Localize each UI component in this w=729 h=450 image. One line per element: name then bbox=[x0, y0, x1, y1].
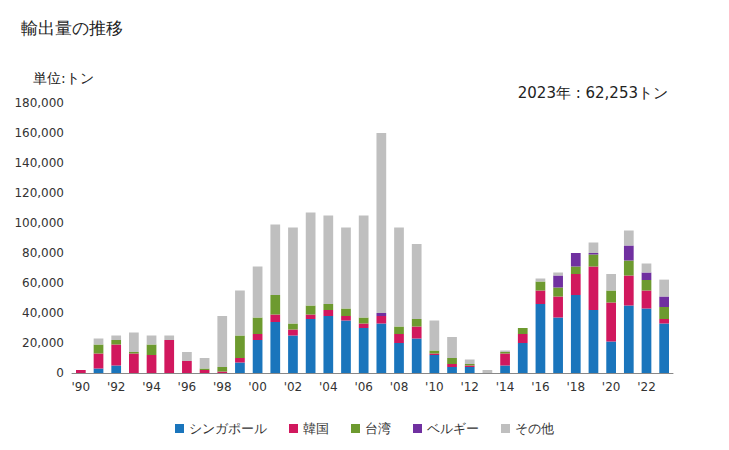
svg-text:台湾: 台湾 bbox=[365, 421, 391, 436]
svg-text:180,000: 180,000 bbox=[14, 96, 64, 110]
svg-text:80,000: 80,000 bbox=[22, 246, 64, 260]
svg-text:'06: '06 bbox=[354, 380, 373, 394]
svg-text:ベルギー: ベルギー bbox=[427, 421, 479, 436]
svg-text:韓国: 韓国 bbox=[303, 421, 329, 436]
svg-text:40,000: 40,000 bbox=[22, 306, 64, 320]
svg-text:'90: '90 bbox=[72, 380, 91, 394]
svg-text:'10: '10 bbox=[425, 380, 444, 394]
svg-text:'22: '22 bbox=[637, 380, 656, 394]
svg-text:'14: '14 bbox=[496, 380, 515, 394]
svg-text:単位:トン: 単位:トン bbox=[33, 70, 94, 86]
svg-text:'18: '18 bbox=[566, 380, 585, 394]
svg-text:'16: '16 bbox=[531, 380, 550, 394]
svg-text:60,000: 60,000 bbox=[22, 276, 64, 290]
svg-text:2023年 : 62,253トン: 2023年 : 62,253トン bbox=[518, 84, 668, 102]
svg-text:140,000: 140,000 bbox=[14, 156, 64, 170]
svg-text:'04: '04 bbox=[319, 380, 338, 394]
svg-text:'02: '02 bbox=[284, 380, 303, 394]
svg-text:'12: '12 bbox=[460, 380, 479, 394]
svg-text:100,000: 100,000 bbox=[14, 216, 64, 230]
svg-text:'98: '98 bbox=[213, 380, 232, 394]
svg-text:'20: '20 bbox=[602, 380, 621, 394]
svg-text:シンガポール: シンガポール bbox=[189, 421, 267, 436]
svg-text:160,000: 160,000 bbox=[14, 126, 64, 140]
svg-text:0: 0 bbox=[56, 366, 64, 380]
svg-text:その他: その他 bbox=[515, 421, 554, 436]
svg-text:'94: '94 bbox=[142, 380, 161, 394]
svg-text:20,000: 20,000 bbox=[22, 336, 64, 350]
svg-text:'08: '08 bbox=[390, 380, 409, 394]
svg-text:'00: '00 bbox=[248, 380, 267, 394]
svg-text:輸出量の推移: 輸出量の推移 bbox=[21, 18, 123, 38]
svg-text:120,000: 120,000 bbox=[14, 186, 64, 200]
svg-text:'92: '92 bbox=[107, 380, 126, 394]
svg-text:'96: '96 bbox=[178, 380, 197, 394]
